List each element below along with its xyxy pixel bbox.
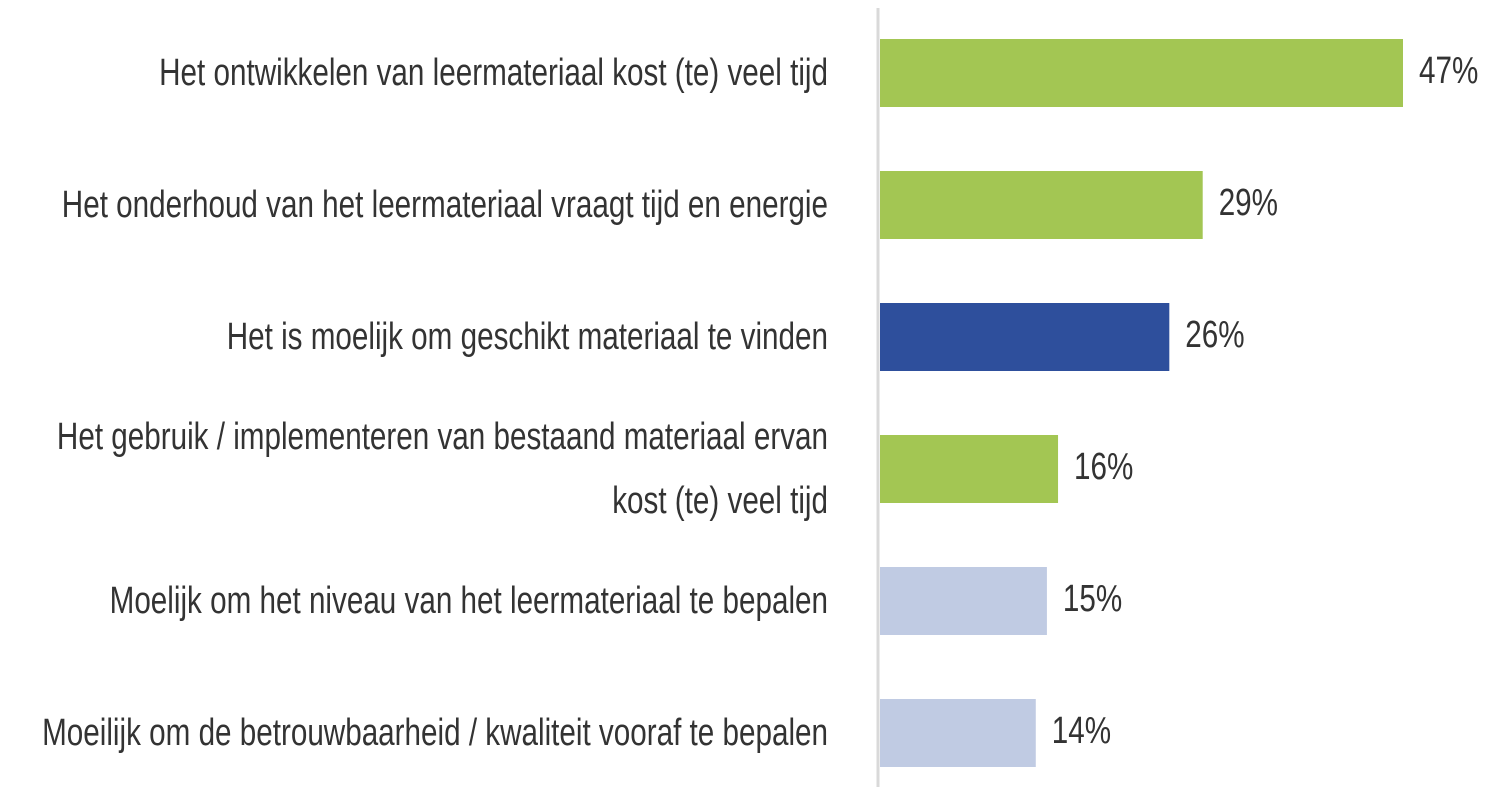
bar (880, 435, 1059, 503)
value-label: 16% (1074, 446, 1133, 488)
bar (880, 567, 1047, 635)
bar (880, 303, 1170, 371)
category-label: Moelijk om het niveau van het leermateri… (109, 580, 829, 622)
bar (880, 39, 1403, 107)
value-label: 15% (1063, 578, 1122, 620)
value-label: 26% (1185, 314, 1244, 356)
bar (880, 171, 1203, 239)
value-label: 14% (1052, 710, 1111, 752)
category-label: Moeilijk om de betrouwbaarheid / kwalite… (42, 712, 829, 754)
category-label: Het onderhoud van het leermateriaal vraa… (61, 184, 828, 226)
category-label: Het ontwikkelen van leermateriaal kost (… (159, 52, 828, 94)
category-label: Het is moelijk om geschikt materiaal te … (226, 316, 828, 358)
bar (880, 699, 1036, 767)
value-label: 29% (1219, 182, 1278, 224)
value-label: 47% (1419, 50, 1478, 92)
category-label: Het gebruik / implementeren van bestaand… (56, 416, 828, 522)
